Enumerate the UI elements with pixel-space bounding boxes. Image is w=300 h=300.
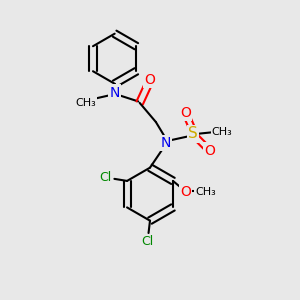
Text: S: S xyxy=(188,126,198,141)
Text: Cl: Cl xyxy=(141,235,153,248)
Text: Cl: Cl xyxy=(99,171,111,184)
Text: O: O xyxy=(180,106,191,120)
Text: O: O xyxy=(145,73,155,87)
Text: O: O xyxy=(180,185,191,199)
Text: CH₃: CH₃ xyxy=(75,98,96,108)
Text: CH₃: CH₃ xyxy=(212,127,232,137)
Text: O: O xyxy=(204,144,215,158)
Text: N: N xyxy=(161,136,171,150)
Text: N: N xyxy=(110,85,120,100)
Text: CH₃: CH₃ xyxy=(195,187,216,197)
